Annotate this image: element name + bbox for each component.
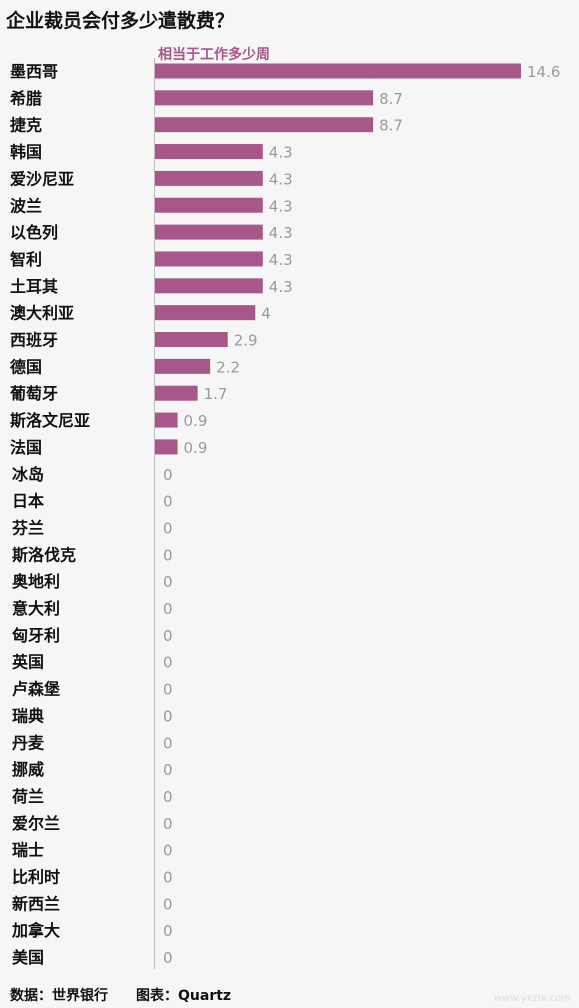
value-label: 4.3 — [269, 224, 293, 242]
category-label: 丹麦 — [12, 733, 45, 752]
value-label: 8.7 — [379, 117, 403, 135]
value-label: 0 — [163, 788, 173, 806]
value-label: 0 — [163, 707, 173, 725]
category-label: 比利时 — [12, 868, 60, 887]
category-label: 德国 — [10, 357, 42, 376]
value-label: 0 — [163, 761, 173, 779]
value-label: 0 — [163, 869, 173, 887]
category-label: 爱沙尼亚 — [10, 169, 74, 188]
value-label: 4.3 — [269, 144, 293, 162]
category-label: 英国 — [11, 653, 44, 672]
category-label: 捷克 — [10, 116, 42, 135]
category-label: 葡萄牙 — [9, 384, 58, 403]
category-label: 荷兰 — [12, 787, 44, 806]
value-label: 0.9 — [184, 439, 208, 457]
category-label: 挪威 — [12, 760, 44, 779]
value-label: 4.3 — [269, 278, 293, 296]
value-label: 4.3 — [269, 251, 293, 269]
value-label: 4.3 — [269, 170, 293, 188]
bar — [155, 332, 228, 347]
value-label: 0 — [163, 815, 173, 833]
category-label: 新西兰 — [12, 894, 60, 913]
value-label: 0 — [163, 734, 173, 752]
bar — [155, 412, 178, 428]
category-label: 加拿大 — [11, 921, 60, 940]
value-label: 0 — [163, 546, 173, 564]
category-label: 法国 — [10, 438, 42, 457]
value-label: 14.6 — [527, 63, 560, 81]
value-label: 2.9 — [234, 332, 258, 350]
bar — [155, 117, 374, 133]
value-label: 0 — [163, 654, 173, 672]
value-label: 0 — [163, 466, 173, 484]
category-label: 希腊 — [10, 89, 42, 108]
chart-title: 企业裁员会付多少遣散费？ — [6, 10, 235, 32]
value-label: 0 — [163, 600, 173, 618]
value-label: 0 — [163, 681, 173, 699]
category-label: 波兰 — [10, 196, 42, 215]
category-label: 卢森堡 — [12, 680, 60, 699]
category-label: 冰岛 — [12, 465, 44, 484]
value-label: 4.3 — [269, 197, 293, 215]
category-label: 西班牙 — [10, 331, 58, 350]
bar — [155, 385, 198, 401]
category-label: 智利 — [10, 250, 42, 269]
value-label: 0 — [163, 949, 173, 967]
bar — [155, 305, 256, 321]
bar — [155, 144, 263, 160]
value-label: 0.9 — [184, 412, 208, 430]
bar — [155, 90, 374, 106]
bar — [155, 278, 263, 294]
value-label: 2.2 — [216, 358, 240, 376]
watermark: www.yxzix.com — [493, 993, 571, 1004]
value-label: 0 — [163, 842, 173, 860]
category-label: 爱尔兰 — [12, 814, 60, 833]
category-label: 匈牙利 — [11, 626, 60, 645]
category-label: 墨西哥 — [10, 62, 58, 81]
category-label: 瑞典 — [12, 706, 44, 725]
chart-subtitle: 相当于工作多少周 — [158, 47, 270, 63]
category-label: 韩国 — [10, 143, 42, 162]
bar — [155, 358, 211, 374]
value-label: 0 — [163, 895, 173, 913]
category-label: 斯洛伐克 — [12, 545, 76, 564]
bar — [155, 63, 521, 79]
bar — [155, 170, 263, 186]
category-label: 澳大利亚 — [10, 304, 74, 323]
value-label: 0 — [163, 519, 173, 537]
bar — [155, 197, 263, 213]
value-label: 4 — [261, 305, 271, 323]
chart-credit: 图表：Quartz — [136, 988, 232, 1004]
category-label: 土耳其 — [10, 277, 58, 296]
value-label: 0 — [163, 922, 173, 940]
category-label: 瑞士 — [12, 841, 44, 860]
category-label: 美国 — [12, 948, 44, 967]
value-label: 0 — [163, 627, 173, 645]
category-label: 芬兰 — [11, 518, 44, 537]
bar — [155, 439, 178, 455]
value-label: 1.7 — [204, 385, 228, 403]
bar — [155, 224, 263, 240]
category-label: 斯洛文尼亚 — [10, 411, 90, 430]
category-label: 奥地利 — [12, 572, 60, 591]
category-label: 以色列 — [10, 223, 58, 242]
bar — [155, 251, 263, 267]
chart-footer: 数据：世界银行 图表：Quartz — [10, 985, 231, 1005]
category-label: 意大利 — [12, 599, 60, 618]
value-label: 8.7 — [379, 90, 403, 108]
value-label: 0 — [163, 493, 173, 511]
category-label: 日本 — [12, 492, 44, 511]
source-credit: 数据：世界银行 — [10, 988, 108, 1004]
value-label: 0 — [163, 573, 173, 591]
